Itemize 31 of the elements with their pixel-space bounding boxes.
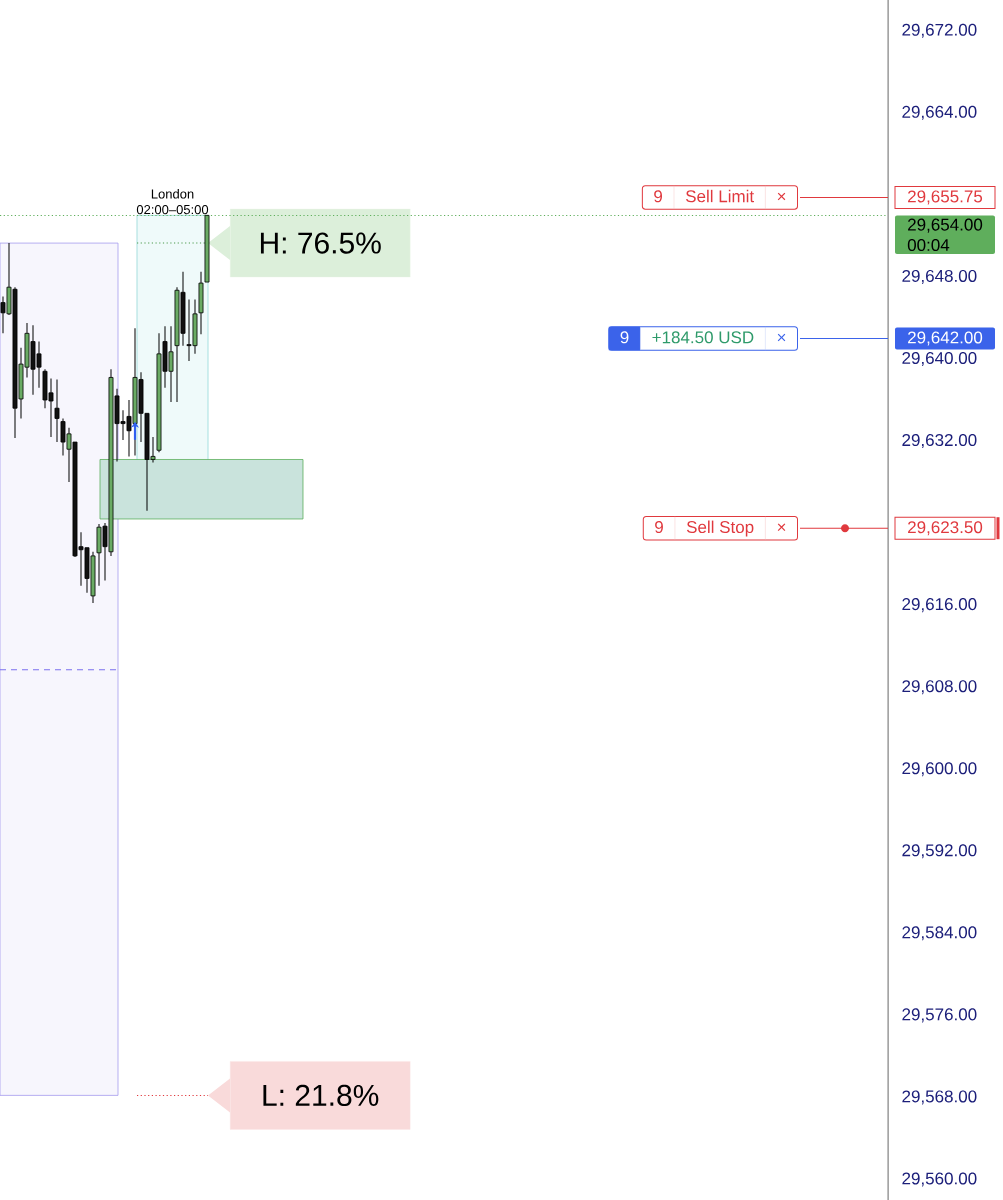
ref-line-label: Sell Limit — [685, 189, 755, 203]
y-tick-label: 29,640.00 — [902, 351, 977, 367]
text: 29,655.75 — [908, 190, 983, 205]
candlestick — [54, 378, 60, 443]
text: 29,642.00 — [908, 331, 983, 346]
y-tick-label: 29,648.00 — [902, 269, 977, 284]
annotation: 9 — [654, 190, 663, 203]
annotation: × — [777, 523, 786, 532]
y-tick-label: 29,568.00 — [902, 1090, 977, 1105]
y-tick-label: 29,584.00 — [902, 926, 977, 941]
annotation: 9 — [655, 521, 663, 534]
y-tick-label: 29,616.00 — [902, 598, 977, 613]
text: 29,654.00 — [908, 218, 983, 233]
annotation: 9 — [620, 331, 629, 344]
text: 00:04 — [907, 238, 950, 252]
y-tick-label: 29,576.00 — [902, 1008, 977, 1023]
annotation: × — [777, 192, 786, 201]
annotation: H: 76.5% — [260, 232, 381, 254]
text: 29,623.50 — [908, 521, 983, 536]
y-tick-label: 29,608.00 — [902, 680, 977, 695]
ref-line-label: Sell Stop — [686, 520, 754, 537]
annotation: × — [777, 333, 786, 342]
y-tick-label: 29,664.00 — [902, 105, 977, 120]
ref-line-label: +184.50 USD — [652, 331, 754, 344]
y-tick-label: 29,632.00 — [902, 434, 977, 449]
y-tick-label: 29,672.00 — [902, 23, 977, 38]
y-tick-label: 29,600.00 — [902, 762, 977, 777]
y-tick-label: 29,592.00 — [902, 844, 977, 859]
y-tick-label: 29,560.00 — [902, 1172, 977, 1187]
annotation: L: 21.8% — [263, 1084, 379, 1106]
annotation: London 02:00–05:00 — [136, 189, 209, 215]
